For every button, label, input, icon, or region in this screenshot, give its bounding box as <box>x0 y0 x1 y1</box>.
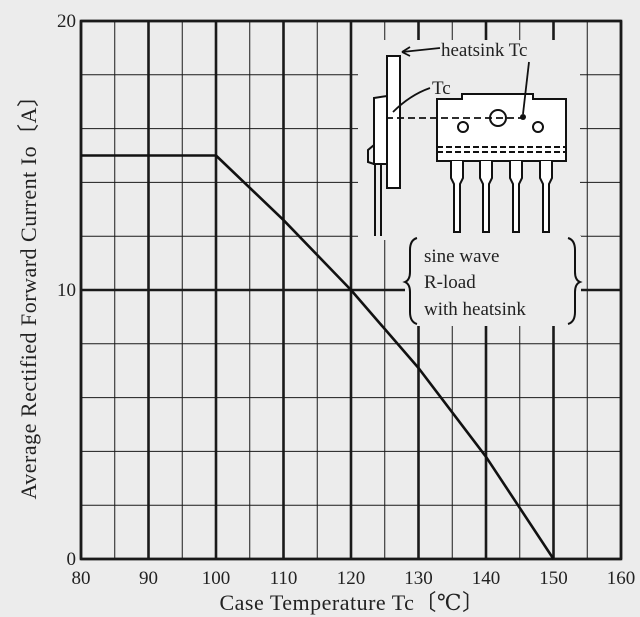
x-tick-label: 130 <box>404 568 433 589</box>
condition-line-2: R-load <box>424 272 476 293</box>
tc-label: Tc <box>432 78 451 99</box>
x-axis-title: Case Temperature Tc〔℃〕 <box>219 590 484 615</box>
condition-box-background <box>405 236 581 326</box>
x-tick-label: 120 <box>337 568 366 589</box>
y-tick-label: 0 <box>67 549 77 570</box>
front-view-icon <box>436 93 567 233</box>
x-tick-label: 110 <box>270 568 298 589</box>
x-tick-label: 160 <box>607 568 636 589</box>
y-axis-title: Average Rectified Forward Current Io〔A〕 <box>16 85 41 500</box>
package-inset: heatsink Tc Tc sine wave R-load with hea… <box>358 40 583 326</box>
left-brace-icon <box>402 237 418 325</box>
series-line <box>81 154 555 560</box>
x-tick-label: 100 <box>202 568 231 589</box>
series-layer <box>81 154 555 560</box>
measurement-lines <box>386 46 530 119</box>
side-view-icon <box>367 55 401 236</box>
x-tick-label: 150 <box>539 568 568 589</box>
y-tick-label: 20 <box>57 11 76 32</box>
x-tick-label: 140 <box>472 568 501 589</box>
y-tick-label: 10 <box>57 280 76 301</box>
tc-point-marker <box>520 114 526 120</box>
condition-line-3: with heatsink <box>424 299 526 320</box>
condition-line-1: sine wave <box>424 246 499 267</box>
plot-frame <box>79 19 623 561</box>
x-tick-label: 80 <box>72 568 91 589</box>
tick-labels: 80 90 100 110 120 130 140 150 160 0 10 20 <box>57 11 635 589</box>
heatsink-tc-label: heatsink Tc <box>441 40 527 61</box>
x-tick-label: 90 <box>139 568 158 589</box>
right-brace-icon <box>567 237 583 325</box>
